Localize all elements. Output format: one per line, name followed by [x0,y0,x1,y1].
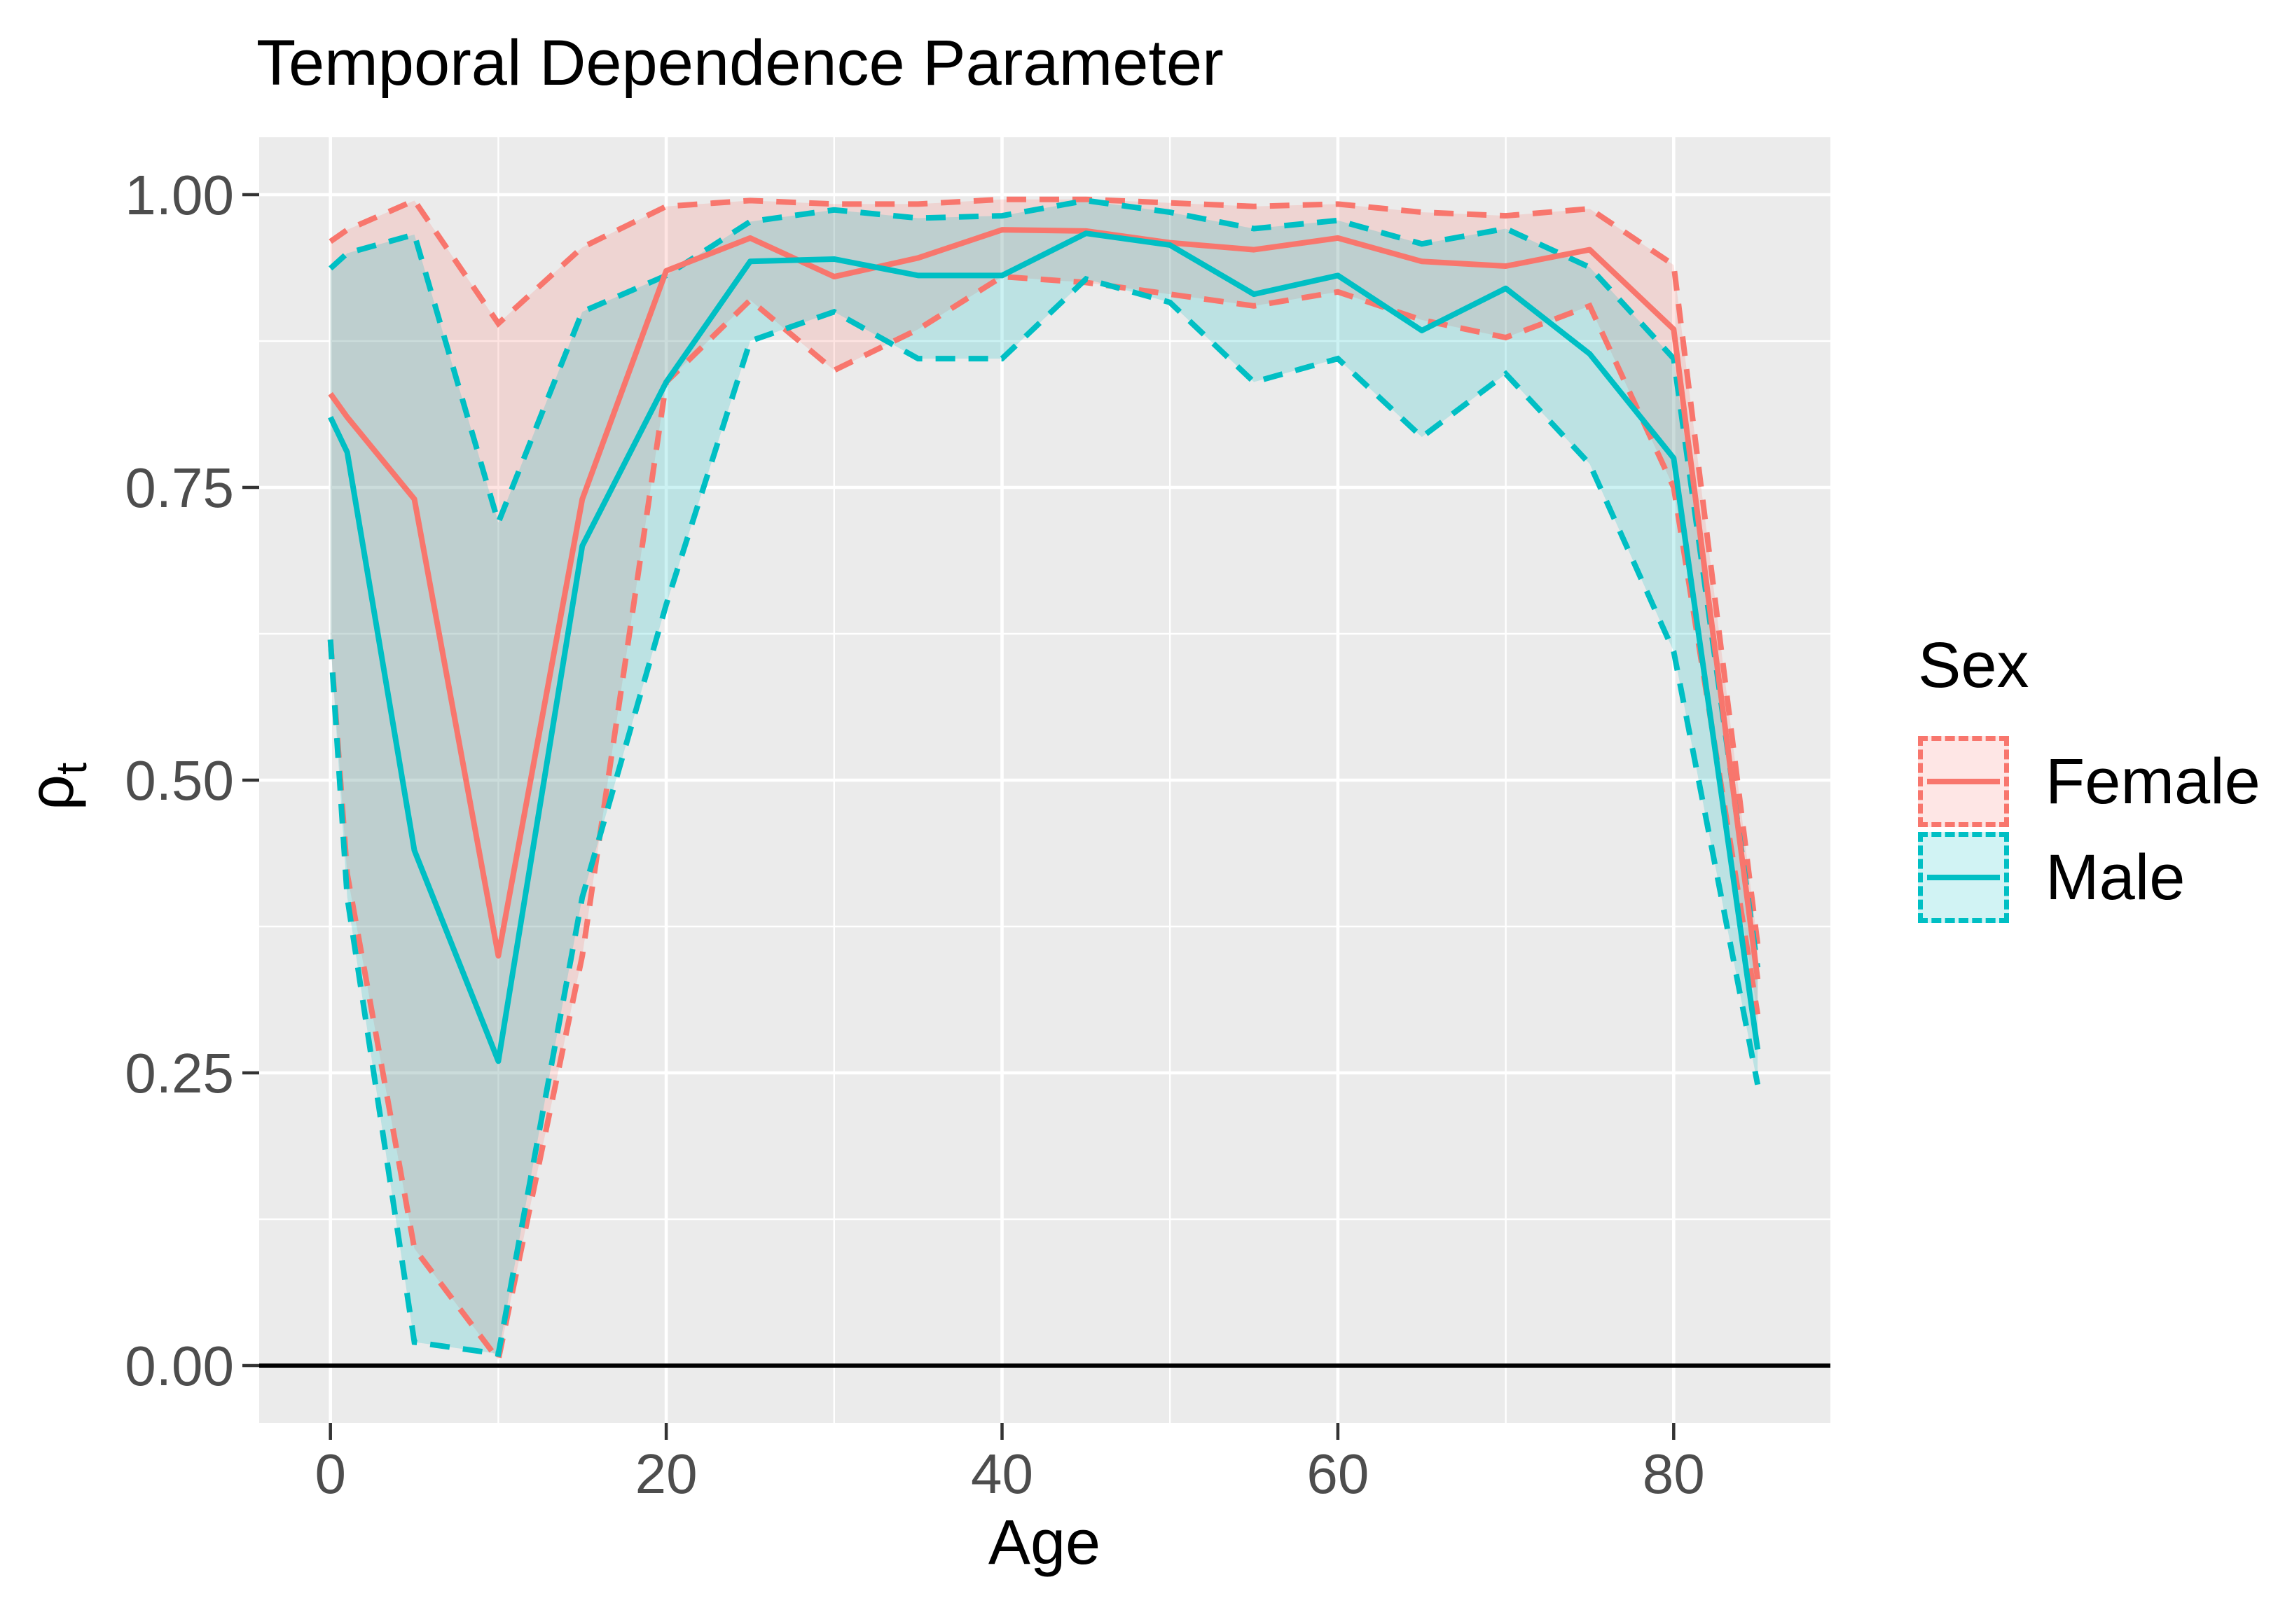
x-tick-label: 40 [971,1443,1033,1505]
legend-key-male-line-icon [1927,875,2000,880]
male-mean-line [328,230,1761,1064]
x-axis-title: Age [988,1508,1101,1578]
y-tick-label: 0.75 [125,457,234,519]
female-mean-line [328,227,1761,980]
legend: Sex Female Male [1918,629,2260,928]
legend-key-female-line-icon [1927,779,2000,784]
y-tick-label: 0.50 [125,749,234,812]
y-axis-title-subscript: t [48,762,96,775]
legend-key-male-ribbon-icon [1918,832,2009,923]
legend-key-female-ribbon-icon [1918,736,2009,827]
male-upper-ci-line [329,197,1761,969]
legend-item-male: Male [1918,832,2260,923]
y-tick-label: 0.25 [125,1042,234,1104]
x-tick-label: 80 [1643,1443,1705,1505]
legend-label-female: Female [2045,745,2260,817]
male-confidence-band [330,200,1758,1354]
x-tick-label: 20 [635,1443,698,1505]
legend-item-female: Female [1918,736,2260,827]
x-tick-label: 60 [1306,1443,1369,1505]
x-tick-label: 0 [315,1443,346,1505]
plot-title: Temporal Dependence Parameter [256,27,1224,99]
y-axis-title: ρt [16,688,96,884]
y-tick-label: 0.00 [125,1335,234,1397]
legend-label-male: Male [2045,841,2186,913]
y-tick-label: 1.00 [125,164,234,226]
y-axis-title-symbol: ρ [17,775,87,811]
male-lower-ci-line [327,275,1761,1357]
female-upper-ci-line [329,196,1761,945]
legend-title: Sex [1918,630,2029,701]
female-confidence-band [330,199,1758,1360]
female-lower-ci-line [327,273,1761,1367]
